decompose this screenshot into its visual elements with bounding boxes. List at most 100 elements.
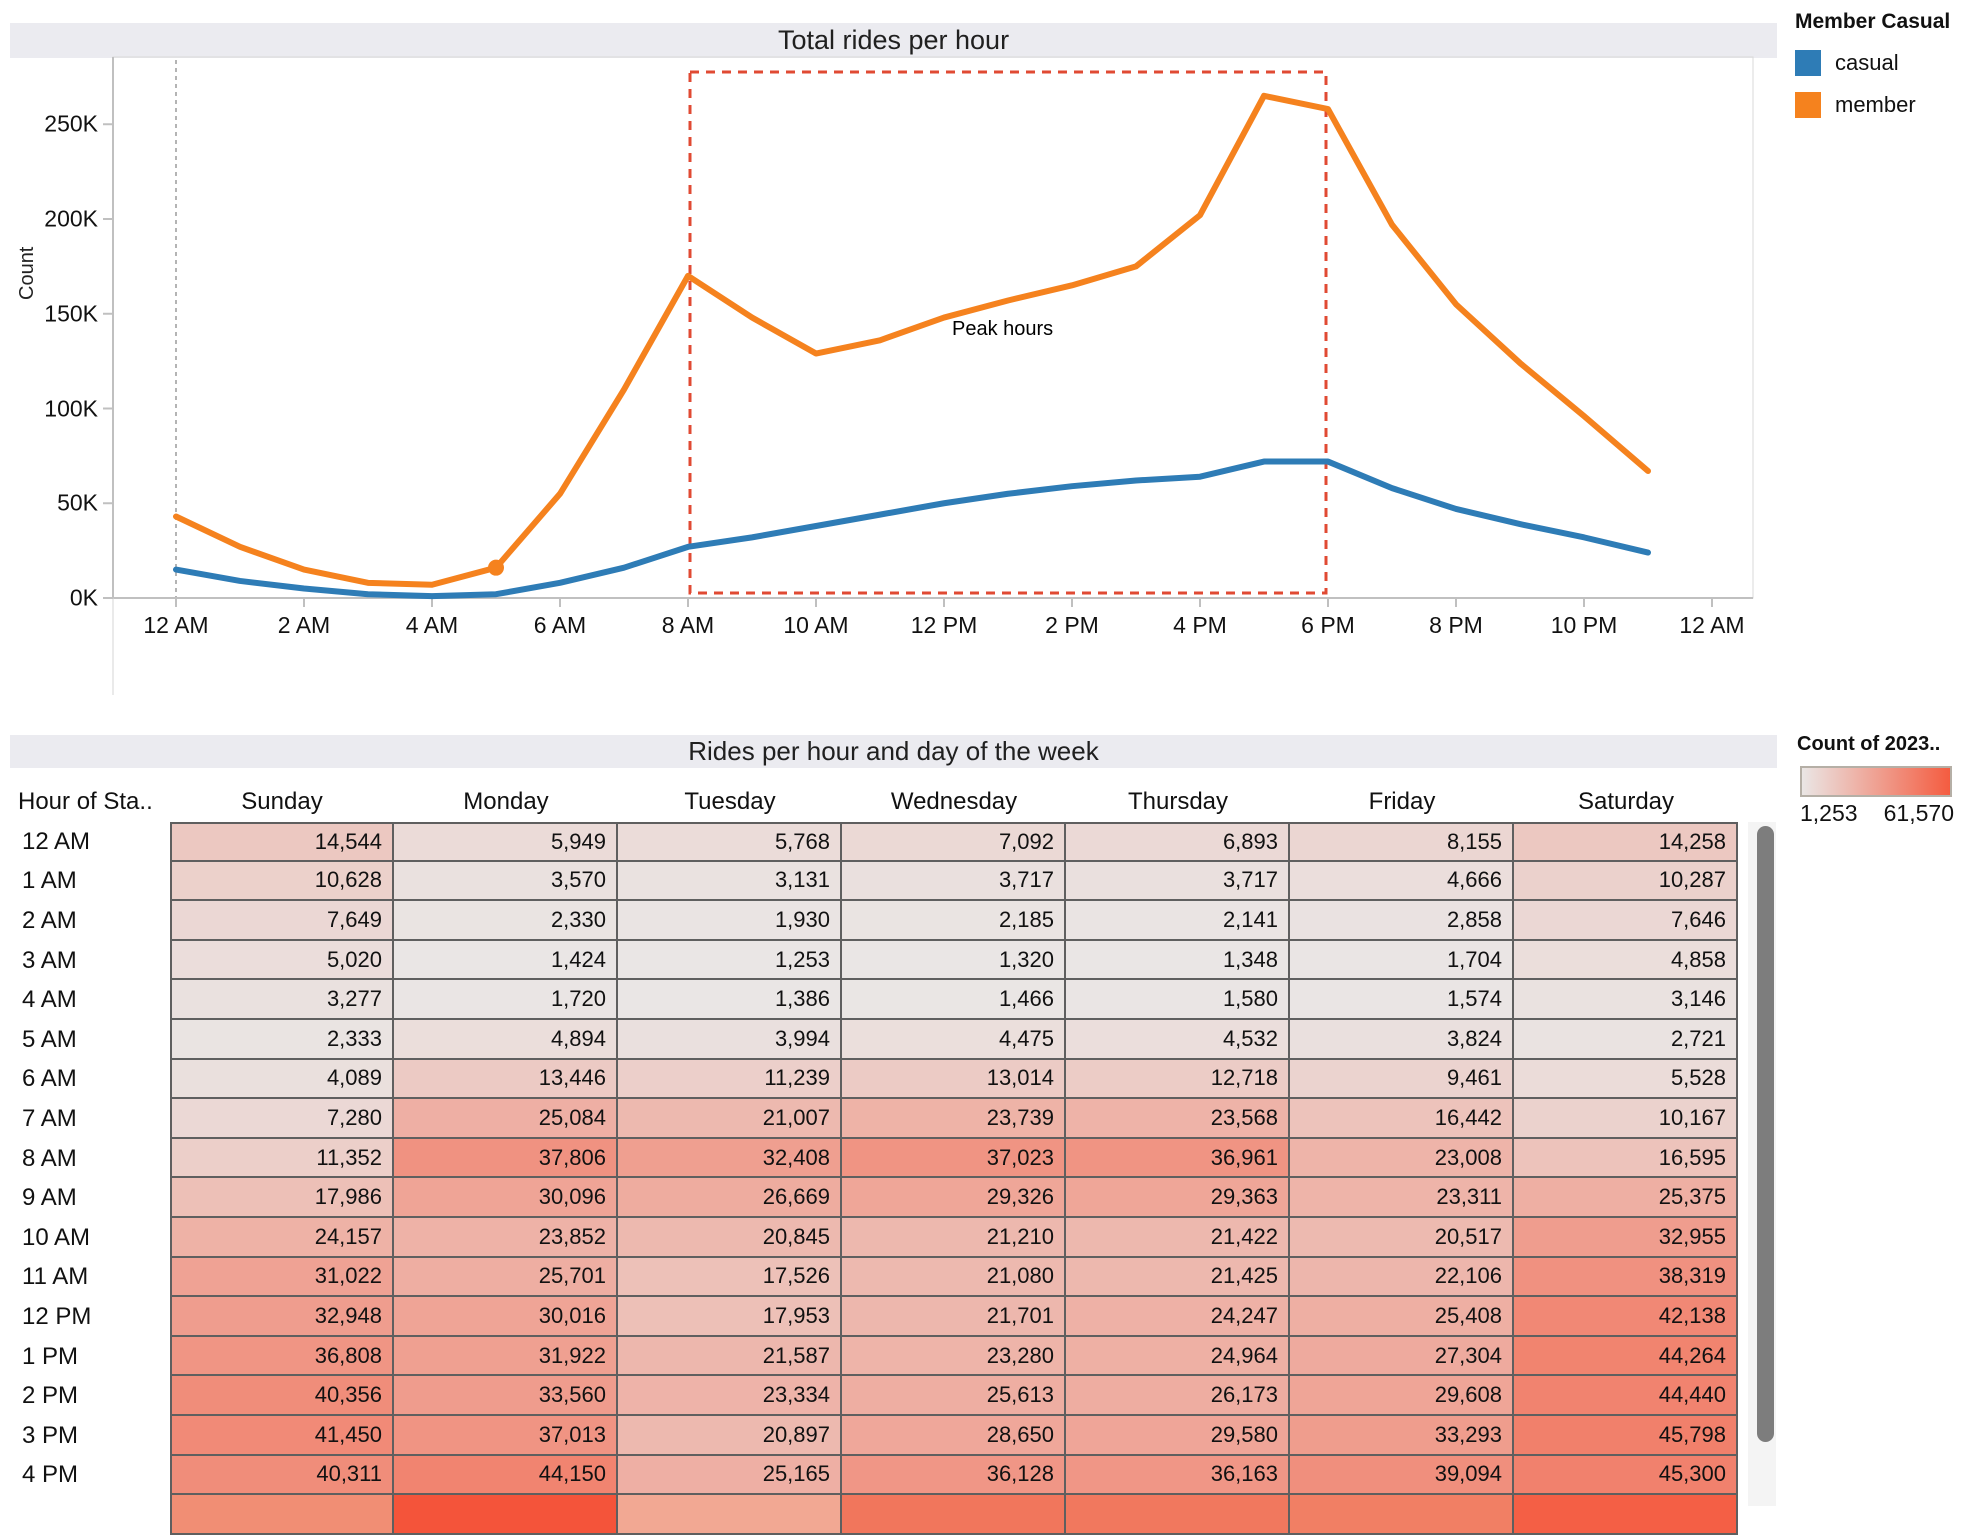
heatmap-cell[interactable]: 44,440: [1514, 1376, 1738, 1416]
legend-item-member[interactable]: member: [1795, 92, 1975, 118]
heatmap-cell[interactable]: 13,446: [394, 1059, 618, 1100]
heatmap-cell[interactable]: 7,649: [170, 901, 394, 941]
heatmap-cell[interactable]: 12,718: [1066, 1059, 1290, 1100]
heatmap-cell[interactable]: 2,333: [170, 1019, 394, 1060]
heatmap-cell[interactable]: 3,570: [394, 861, 618, 902]
heatmap-cell[interactable]: 21,587: [618, 1336, 842, 1377]
heatmap-cell[interactable]: 25,408: [1290, 1297, 1514, 1337]
heatmap-cell[interactable]: 29,580: [1066, 1415, 1290, 1456]
heatmap-cell[interactable]: 5,768: [618, 822, 842, 862]
day-column-header-tuesday[interactable]: Tuesday: [684, 788, 776, 815]
heatmap-cell[interactable]: 36,128: [842, 1455, 1066, 1496]
heatmap-cell[interactable]: [1290, 1495, 1514, 1535]
hour-row-header[interactable]: 4 AM: [0, 980, 170, 1020]
hour-row-header[interactable]: 3 AM: [0, 940, 170, 981]
heatmap-cell[interactable]: 32,948: [170, 1297, 394, 1337]
heatmap-cell[interactable]: [618, 1495, 842, 1535]
heatmap-cell[interactable]: 3,717: [1066, 861, 1290, 902]
heatmap-cell[interactable]: 36,163: [1066, 1455, 1290, 1496]
series-line-casual[interactable]: [173, 458, 1651, 600]
heatmap-cell[interactable]: 41,450: [170, 1415, 394, 1456]
heatmap-cell[interactable]: 26,173: [1066, 1376, 1290, 1416]
heatmap-cell[interactable]: 3,717: [842, 861, 1066, 902]
heatmap-cell[interactable]: 38,319: [1514, 1257, 1738, 1298]
heatmap-cell[interactable]: 21,007: [618, 1099, 842, 1139]
heatmap-cell[interactable]: 11,352: [170, 1138, 394, 1179]
hour-column-header[interactable]: Hour of Sta..: [18, 788, 153, 815]
hour-row-header[interactable]: 10 AM: [0, 1217, 170, 1258]
heatmap-cell[interactable]: 32,408: [618, 1138, 842, 1179]
heatmap-cell[interactable]: 44,264: [1514, 1336, 1738, 1377]
heatmap-cell[interactable]: [1066, 1495, 1290, 1535]
heatmap-cell[interactable]: 1,253: [618, 940, 842, 981]
heatmap-cell[interactable]: 45,300: [1514, 1455, 1738, 1496]
day-column-header-saturday[interactable]: Saturday: [1577, 788, 1675, 815]
hour-row-header[interactable]: 12 PM: [0, 1297, 170, 1337]
heatmap-cell[interactable]: 37,023: [842, 1138, 1066, 1179]
heatmap-cell[interactable]: 20,517: [1290, 1217, 1514, 1258]
heatmap-cell[interactable]: 8,155: [1290, 822, 1514, 862]
heatmap-cell[interactable]: 5,020: [170, 940, 394, 981]
hour-row-header[interactable]: 2 AM: [0, 901, 170, 941]
hour-row-header[interactable]: 3 PM: [0, 1415, 170, 1456]
heatmap-cell[interactable]: 5,949: [394, 822, 618, 862]
hour-row-header[interactable]: 8 AM: [0, 1138, 170, 1179]
hour-row-header[interactable]: 11 AM: [0, 1257, 170, 1298]
heatmap-cell[interactable]: 25,084: [394, 1099, 618, 1139]
heatmap-cell[interactable]: 31,022: [170, 1257, 394, 1298]
legend-item-casual[interactable]: casual: [1795, 50, 1975, 76]
heatmap-cell[interactable]: 21,422: [1066, 1217, 1290, 1258]
heatmap-cell[interactable]: 37,013: [394, 1415, 618, 1456]
hour-row-header[interactable]: 5 AM: [0, 1019, 170, 1060]
heatmap-cell[interactable]: 23,739: [842, 1099, 1066, 1139]
day-column-header-thursday[interactable]: Thursday: [1127, 788, 1229, 815]
heatmap-cell[interactable]: 4,475: [842, 1019, 1066, 1060]
heatmap-cell[interactable]: 1,466: [842, 980, 1066, 1020]
heatmap-cell[interactable]: 3,824: [1290, 1019, 1514, 1060]
heatmap-cell[interactable]: 23,852: [394, 1217, 618, 1258]
heatmap-cell[interactable]: 11,239: [618, 1059, 842, 1100]
hour-row-header[interactable]: 2 PM: [0, 1376, 170, 1416]
heatmap-cell[interactable]: 25,375: [1514, 1178, 1738, 1218]
heatmap-cell[interactable]: 33,560: [394, 1376, 618, 1416]
heatmap-cell[interactable]: 4,532: [1066, 1019, 1290, 1060]
heatmap-cell[interactable]: 3,277: [170, 980, 394, 1020]
heatmap-cell[interactable]: 20,897: [618, 1415, 842, 1456]
heatmap-cell[interactable]: 7,092: [842, 822, 1066, 862]
heatmap-cell[interactable]: 7,280: [170, 1099, 394, 1139]
heatmap-cell[interactable]: 1,720: [394, 980, 618, 1020]
heatmap-cell[interactable]: 1,574: [1290, 980, 1514, 1020]
heatmap-cell[interactable]: 21,701: [842, 1297, 1066, 1337]
heatmap-cell[interactable]: 1,424: [394, 940, 618, 981]
day-column-header-sunday[interactable]: Sunday: [241, 788, 323, 815]
heatmap-cell[interactable]: 5,528: [1514, 1059, 1738, 1100]
heatmap-cell[interactable]: 24,157: [170, 1217, 394, 1258]
heatmap-cell[interactable]: 21,425: [1066, 1257, 1290, 1298]
heatmap-cell[interactable]: 26,669: [618, 1178, 842, 1218]
heatmap-cell[interactable]: 10,287: [1514, 861, 1738, 902]
heatmap-cell[interactable]: 40,311: [170, 1455, 394, 1496]
heatmap-cell[interactable]: 44,150: [394, 1455, 618, 1496]
day-column-header-friday[interactable]: Friday: [1368, 788, 1436, 815]
heatmap-cell[interactable]: 3,146: [1514, 980, 1738, 1020]
day-column-header-wednesday[interactable]: Wednesday: [890, 788, 1018, 815]
heatmap-cell[interactable]: 21,210: [842, 1217, 1066, 1258]
heatmap-cell[interactable]: 1,704: [1290, 940, 1514, 981]
series-line-member[interactable]: [173, 92, 1651, 588]
hour-row-header[interactable]: 12 AM: [0, 822, 170, 862]
heatmap-cell[interactable]: 2,185: [842, 901, 1066, 941]
heatmap-cell[interactable]: 10,628: [170, 861, 394, 902]
heatmap-cell[interactable]: 4,858: [1514, 940, 1738, 981]
heatmap-cell[interactable]: 30,096: [394, 1178, 618, 1218]
heatmap-cell[interactable]: 3,131: [618, 861, 842, 902]
hour-row-header[interactable]: 4 PM: [0, 1455, 170, 1496]
member-line-marker-dot[interactable]: [488, 559, 504, 576]
heatmap-cell[interactable]: [1514, 1495, 1738, 1535]
heatmap-cell[interactable]: 4,666: [1290, 861, 1514, 902]
heatmap-cell[interactable]: 4,089: [170, 1059, 394, 1100]
heatmap-cell[interactable]: 13,014: [842, 1059, 1066, 1100]
heatmap-cell[interactable]: 27,304: [1290, 1336, 1514, 1377]
hour-row-header[interactable]: [0, 1495, 170, 1535]
heatmap-cell[interactable]: 2,858: [1290, 901, 1514, 941]
heatmap-cell[interactable]: 37,806: [394, 1138, 618, 1179]
